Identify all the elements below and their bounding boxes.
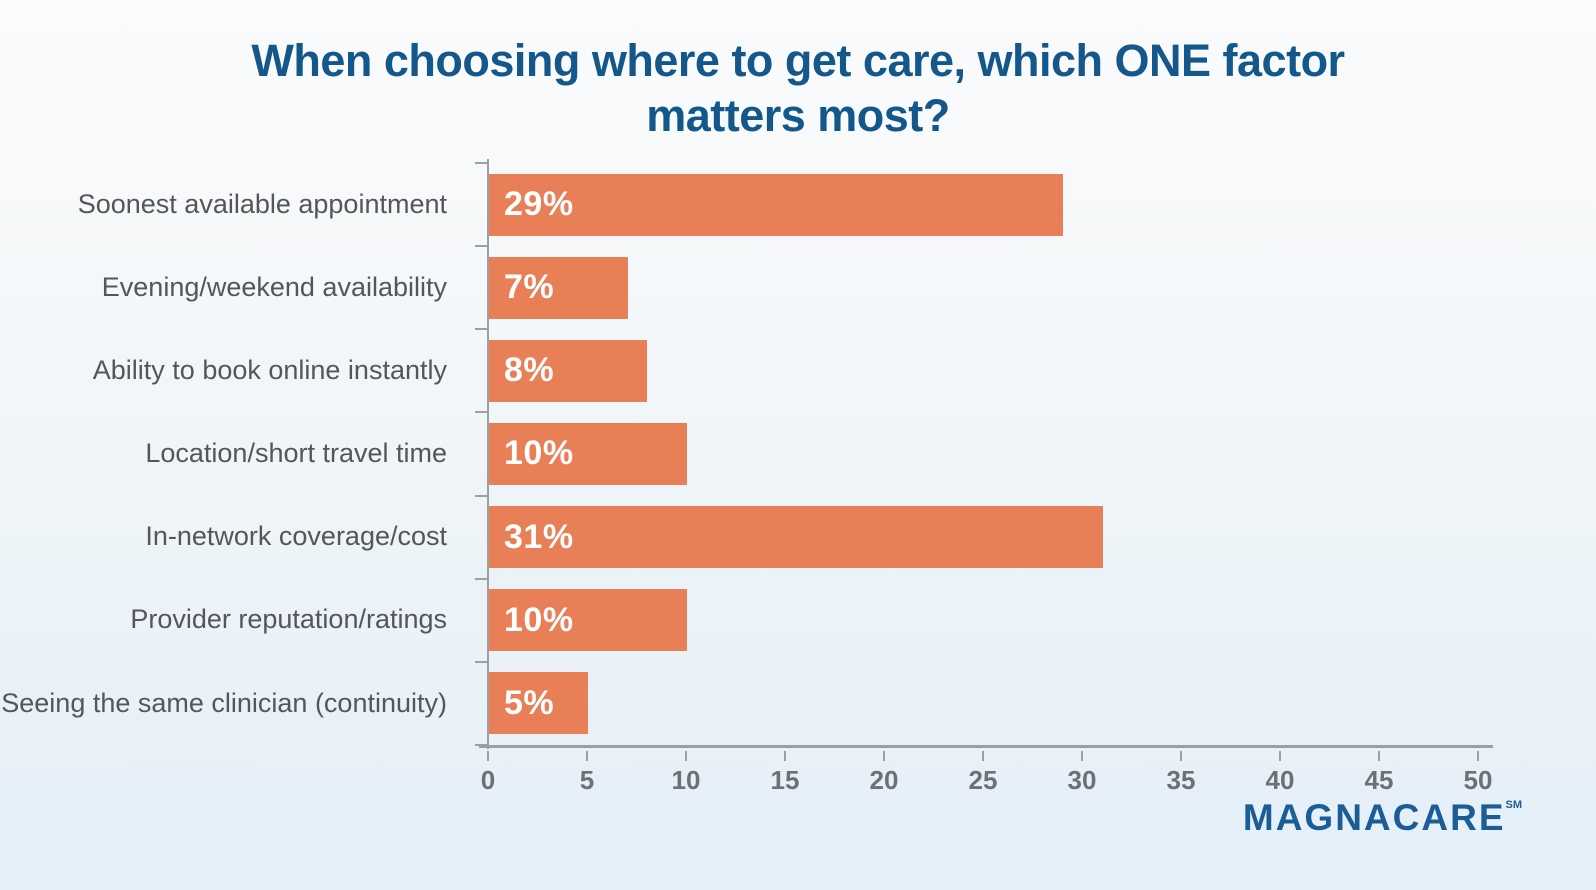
bar-row: 10% xyxy=(489,412,687,495)
y-axis-tick xyxy=(475,162,488,164)
x-axis-tick xyxy=(1477,751,1479,761)
x-axis-tick xyxy=(982,751,984,761)
category-label: Soonest available appointment xyxy=(77,188,447,219)
bar-value-label: 10% xyxy=(504,600,574,639)
x-axis-tick-label: 45 xyxy=(1364,765,1394,795)
x-axis-tick-label: 50 xyxy=(1463,765,1493,795)
bar-row: 8% xyxy=(489,329,648,412)
y-axis-line xyxy=(487,159,489,749)
x-axis-tick-label: 5 xyxy=(579,765,595,795)
bar-value-label: 29% xyxy=(504,185,574,224)
x-axis-line xyxy=(479,745,1493,748)
x-axis-tick-label: 15 xyxy=(770,765,800,795)
bar-value-label: 10% xyxy=(504,434,574,473)
x-axis-tick-label: 0 xyxy=(480,765,496,795)
bar-value-label: 8% xyxy=(504,351,555,390)
x-axis-tick-label: 35 xyxy=(1166,765,1196,795)
category-label: Evening/weekend availability xyxy=(101,271,447,302)
chart-title-text: When choosing where to get care, which O… xyxy=(251,35,1345,141)
x-axis-tick-label: 20 xyxy=(869,765,899,795)
bar: 10% xyxy=(489,589,687,652)
bar: 31% xyxy=(489,506,1103,569)
brand-logo-text: MAGNACARE xyxy=(1242,797,1506,838)
bar-chart-plot-area: Soonest available appointment 29% Evening/… xyxy=(0,159,1596,795)
x-axis-tick xyxy=(487,751,489,761)
bar-row: 31% xyxy=(489,496,1103,579)
bar: 10% xyxy=(489,422,687,485)
x-axis-tick-label: 10 xyxy=(671,765,701,795)
x-axis-tick-label: 40 xyxy=(1265,765,1295,795)
bar-row: 5% xyxy=(489,662,588,745)
category-label: Location/short travel time xyxy=(145,438,447,469)
brand-logo-servicemark: SM xyxy=(1505,799,1523,811)
brand-logo: MAGNACARESM xyxy=(1243,797,1522,839)
x-axis-tick xyxy=(586,751,588,761)
y-axis-tick xyxy=(475,245,488,248)
y-axis-tick xyxy=(475,577,488,580)
x-axis-tick xyxy=(1378,751,1380,761)
x-axis-tick xyxy=(1180,751,1182,761)
chart-title: When choosing where to get care, which O… xyxy=(0,34,1596,144)
bar-row: 10% xyxy=(489,579,687,662)
bar: 29% xyxy=(489,173,1064,236)
x-axis-tick-label: 30 xyxy=(1067,765,1097,795)
category-label: Seeing the same clinician (continuity) xyxy=(1,687,447,718)
category-label: Ability to book online instantly xyxy=(92,354,447,385)
category-label: Provider reputation/ratings xyxy=(130,604,447,635)
y-axis-tick xyxy=(475,328,488,331)
bar: 5% xyxy=(489,672,588,735)
y-axis-tick xyxy=(475,411,488,414)
bar: 7% xyxy=(489,256,628,319)
bar-value-label: 7% xyxy=(504,268,555,307)
bar: 8% xyxy=(489,339,648,402)
bar-value-label: 5% xyxy=(504,683,555,722)
bar-row: 7% xyxy=(489,246,628,329)
category-label: In-network coverage/cost xyxy=(145,521,447,552)
x-axis-tick xyxy=(784,751,786,761)
x-axis-tick xyxy=(1081,751,1083,761)
y-axis-tick xyxy=(475,660,488,663)
x-axis-tick xyxy=(883,751,885,761)
y-axis-tick xyxy=(475,494,488,497)
x-axis-tick-label: 25 xyxy=(968,765,998,795)
x-axis-tick xyxy=(685,751,687,761)
bar-value-label: 31% xyxy=(504,517,574,556)
y-axis-tick xyxy=(475,744,488,746)
bar-row: 29% xyxy=(489,163,1064,246)
x-axis-tick xyxy=(1279,751,1281,761)
